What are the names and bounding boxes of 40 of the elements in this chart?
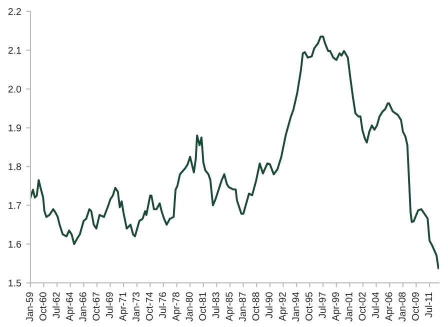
x-tick-label: Jul-11 [424,292,432,318]
y-tick-label: 2.0 [8,86,22,93]
y-tick-label: 1.5 [8,280,22,286]
x-tick-label: Jan-08 [398,292,406,322]
x-tick-label: Jan-73 [132,292,140,322]
x-tick-label: Apr-85 [226,292,235,322]
x-tick-label: Apr-71 [119,292,128,322]
x-tick-label: Oct-95 [306,292,312,321]
x-tick-label: Jan-80 [186,292,193,322]
x-tick-label: Jul-76 [158,292,166,318]
x-tick-label: Jul-04 [372,292,379,318]
x-tick-label: Jul-97 [318,292,326,318]
x-tick-label: Apr-99 [332,292,341,322]
x-tick-label: Oct-60 [39,292,46,321]
x-tick-label: Jul-90 [265,292,272,318]
line-series [30,36,440,270]
y-tick-label: 1.6 [8,240,22,248]
x-tick-label: Jan-59 [26,292,34,322]
x-tick-label: Oct-74 [146,292,153,321]
y-tick-label: 2.2 [8,8,21,15]
x-tick-label: Oct-88 [252,292,260,321]
x-tick-label: Jan-94 [292,292,300,322]
x-tick-label: Apr-92 [278,292,288,322]
x-tick-label: Jul-62 [52,292,60,318]
x-tick-label: Jan-66 [79,292,86,322]
x-tick-label: Jul-83 [212,292,220,318]
y-tick-label: 1.7 [8,202,21,209]
x-tick-label: Apr-64 [66,292,75,322]
x-tick-label: Jan-01 [345,292,352,322]
x-tick-label: Jan-87 [239,292,246,322]
x-tick-label: Oct-81 [199,292,206,321]
x-tick-label: Jul-69 [106,292,113,318]
y-tick-label: 1.8 [8,163,22,170]
x-tick-label: Oct-67 [92,292,100,321]
x-tick-label: Oct-09 [412,292,419,321]
y-tick-label: 2.1 [8,46,21,54]
x-tick-label: Oct-02 [358,292,366,321]
x-tick-label: Apr-78 [172,292,182,322]
y-tick-label: 1.9 [8,124,21,132]
x-tick-label: Apr-06 [385,292,394,322]
